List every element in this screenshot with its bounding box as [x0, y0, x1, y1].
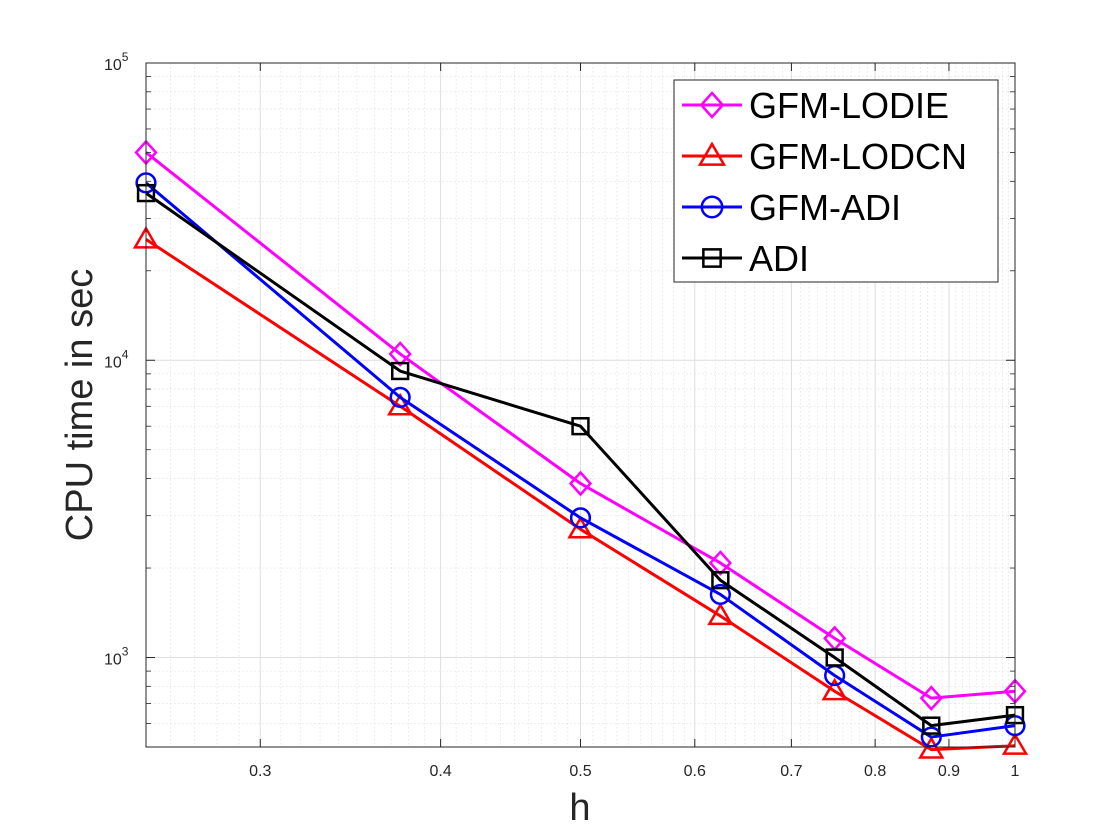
data-point — [825, 648, 844, 667]
data-point — [568, 470, 593, 497]
x-tick-label: 0.7 — [780, 763, 802, 780]
data-point — [821, 677, 848, 701]
data-point — [918, 736, 945, 759]
legend-entry: GFM-LODCN — [682, 136, 967, 177]
data-point — [919, 685, 943, 712]
data-point — [388, 341, 412, 367]
data-point — [567, 515, 594, 539]
x-tick-label: 1 — [1011, 763, 1020, 780]
y-axis-label: CPU time in sec — [59, 269, 101, 541]
series-line — [145, 151, 1016, 700]
series-layer — [132, 139, 1029, 759]
series-line — [145, 181, 1016, 739]
y-tick-label: 103 — [104, 645, 129, 669]
legend: GFM-LODIE GFM-LODCN GFM-ADI ADI — [673, 79, 999, 283]
data-point — [569, 507, 592, 529]
x-tick-label: 0.9 — [938, 763, 960, 780]
legend-entry: GFM-ADI — [682, 187, 901, 228]
y-tick-labels: 103 104 105 — [104, 50, 129, 669]
data-point — [922, 716, 941, 735]
legend-marker — [699, 91, 725, 119]
data-point — [389, 386, 411, 408]
series-line — [145, 191, 1016, 728]
data-point — [708, 550, 732, 576]
legend-marker — [702, 248, 722, 268]
x-tick-labels: 0.3 0.4 0.5 0.6 0.7 0.8 0.9 1 — [249, 763, 1019, 780]
data-point — [707, 602, 734, 626]
x-tick-label: 0.6 — [684, 763, 706, 780]
legend-label: ADI — [749, 238, 809, 279]
data-point — [920, 726, 942, 748]
legend-label: GFM-LODCN — [749, 136, 967, 177]
data-point — [391, 361, 410, 381]
x-tick-label: 0.8 — [864, 763, 886, 780]
legend-entry: ADI — [682, 238, 809, 279]
y-tick-label: 104 — [104, 347, 129, 371]
data-point — [709, 583, 731, 606]
legend-marker — [700, 195, 724, 219]
x-tick-label: 0.3 — [249, 763, 271, 780]
data-point — [571, 417, 590, 436]
x-tick-label: 0.5 — [569, 763, 591, 780]
legend-box — [673, 79, 999, 283]
axis-ticks — [146, 62, 1016, 748]
x-axis-label: h — [569, 787, 590, 829]
x-tick-label: 0.4 — [429, 763, 451, 780]
legend-marker — [697, 141, 727, 166]
legend-entry: GFM-LODIE — [682, 85, 949, 126]
legend-label: GFM-ADI — [749, 187, 901, 228]
legend-label: GFM-LODIE — [749, 85, 949, 126]
data-point — [1001, 732, 1029, 755]
y-tick-label: 105 — [104, 50, 129, 74]
data-point — [711, 571, 730, 590]
